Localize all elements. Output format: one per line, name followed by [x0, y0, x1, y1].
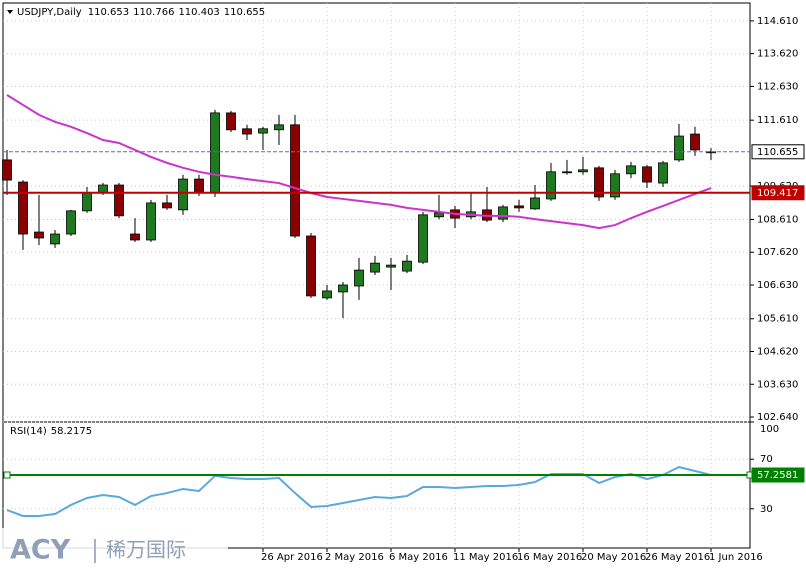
- candle-body: [290, 124, 300, 237]
- candle-body: [130, 233, 140, 241]
- y-tick-label: 108.610: [757, 214, 798, 225]
- y-tick-label: 106.630: [757, 280, 798, 291]
- candle-body: [242, 128, 252, 135]
- candle-body: [226, 112, 236, 131]
- x-tick-label: 6 May 2016: [389, 552, 448, 563]
- candle-body: [658, 162, 668, 184]
- chart-header: USDJPY,Daily 110.653 110.766 110.403 110.655: [17, 7, 265, 18]
- candle-body: [82, 192, 92, 212]
- header-low: 110.403: [178, 7, 219, 18]
- candle-body: [674, 135, 684, 161]
- header-high: 110.766: [133, 7, 174, 18]
- candle-body: [498, 206, 508, 220]
- x-tick-label: 20 May 2016: [581, 552, 646, 563]
- watermark: ACY 稀万国际: [0, 528, 228, 573]
- candle-body: [626, 165, 636, 175]
- rsi-title: RSI(14): [10, 426, 47, 437]
- candle-body: [402, 260, 412, 272]
- candle-body: [418, 214, 428, 263]
- rsi-level-label: 57.2581: [757, 470, 798, 481]
- y-tick-label: 102.640: [757, 412, 798, 423]
- candle-body: [594, 167, 604, 198]
- candle-body: [178, 178, 188, 211]
- x-tick-label: 11 May 2016: [453, 552, 518, 563]
- candle-body: [610, 173, 620, 198]
- candle-body: [162, 202, 172, 209]
- candle-body: [338, 284, 348, 293]
- watermark-backdrop: [0, 528, 228, 573]
- candle-body: [18, 181, 28, 235]
- candle-body: [2, 159, 12, 181]
- overlay-layer: 110.655 109.417 57.2581: [3, 144, 805, 483]
- y-tick-label: 105.610: [757, 314, 798, 325]
- x-tick-label: 26 Apr 2016: [261, 552, 323, 563]
- watermark-brand: ACY: [10, 535, 71, 566]
- y-tick-label: 113.620: [757, 49, 798, 60]
- x-tick-label: 1 Jun 2016: [709, 552, 763, 563]
- rsi-level-label-box: [751, 467, 805, 483]
- y-tick-label: 103.630: [757, 379, 798, 390]
- bid-label: 110.655: [757, 147, 798, 158]
- y-tick-label: 104.620: [757, 347, 798, 358]
- x-tick-label: 26 May 2016: [645, 552, 710, 563]
- rsi-value: 58.2175: [51, 426, 92, 437]
- candle-body: [530, 197, 540, 210]
- y-tick-label: 114.610: [757, 16, 798, 27]
- header-open: 110.653: [88, 7, 129, 18]
- candle-body: [274, 124, 284, 131]
- moving-average: [6, 94, 712, 230]
- x-tick-label: 2 May 2016: [325, 552, 384, 563]
- candle-body: [562, 171, 572, 174]
- candle-body: [370, 262, 380, 273]
- candle-body: [546, 171, 556, 200]
- candle-body: [66, 210, 76, 235]
- bid-label-box: [751, 144, 805, 160]
- rsi-header: RSI(14) 58.2175: [10, 426, 92, 437]
- rsi-y-tick-label: 30: [760, 504, 773, 515]
- symbol-title: USDJPY,Daily: [17, 7, 82, 18]
- rsi-line: [6, 465, 712, 517]
- candle-body: [34, 231, 44, 239]
- candle-body: [354, 269, 364, 287]
- watermark-name: 稀万国际: [106, 538, 186, 562]
- candle-body: [690, 133, 700, 151]
- price-line-label: 109.417: [757, 188, 798, 199]
- rsi-level-handle: [3, 471, 11, 479]
- menu-arrow: [7, 10, 13, 14]
- candle-body: [306, 235, 316, 297]
- rsi-y-tick-label: 100: [760, 424, 779, 435]
- y-tick-label: 112.630: [757, 81, 798, 92]
- y-tick-label: 107.620: [757, 247, 798, 258]
- candle-body: [258, 128, 268, 134]
- candle-body: [194, 178, 204, 194]
- x-tick-label: 16 May 2016: [517, 552, 582, 563]
- candle-body: [322, 290, 332, 299]
- rsi-y-tick-label: 70: [760, 454, 773, 465]
- candle-body: [578, 169, 588, 173]
- candle-body: [210, 112, 220, 194]
- price-line-label-box: [751, 185, 805, 201]
- marks-layer: [2, 94, 716, 517]
- candle-body: [642, 166, 652, 183]
- candle-body: [146, 202, 156, 241]
- y-tick-label: 111.610: [757, 115, 798, 126]
- candle-body: [50, 233, 60, 245]
- candle-body: [386, 264, 396, 268]
- candle-body: [514, 205, 524, 209]
- candle-body: [114, 184, 124, 217]
- plot-frame: [2, 2, 751, 549]
- header-close: 110.655: [224, 7, 265, 18]
- candle-body: [434, 212, 444, 218]
